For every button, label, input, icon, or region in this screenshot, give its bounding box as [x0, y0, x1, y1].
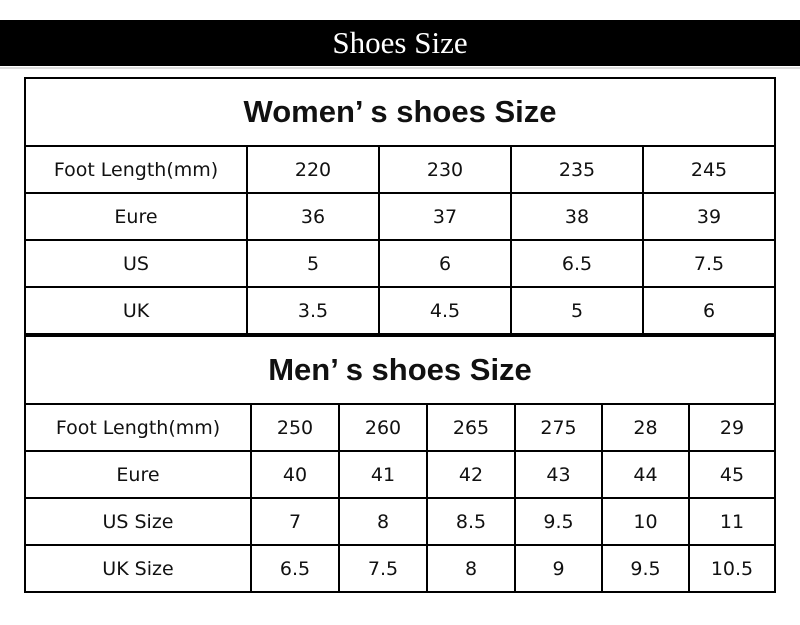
size-chart: Women’ s shoes Size Foot Length(mm) 220 23…	[24, 77, 776, 593]
table-cell: 6	[642, 286, 774, 335]
page-title: Shoes Size	[332, 25, 468, 60]
table-row: UK 3.5 4.5 5 6	[26, 286, 774, 335]
women-table-title: Women’ s shoes Size	[26, 79, 774, 147]
table-cell: 8.5	[426, 497, 516, 546]
table-cell: 8	[338, 497, 428, 546]
table-cell: 7.5	[642, 239, 774, 288]
table-cell: 245	[642, 145, 774, 194]
table-cell: 10.5	[688, 544, 774, 591]
table-row: Eure 40 41 42 43 44 45	[26, 450, 774, 499]
table-cell: 235	[510, 145, 644, 194]
men-table-title: Men’ s shoes Size	[26, 335, 774, 404]
table-cell: 7	[250, 497, 340, 546]
table-cell: 43	[514, 450, 603, 499]
table-cell: 5	[246, 239, 380, 288]
table-cell: 42	[426, 450, 516, 499]
table-cell: 11	[688, 497, 774, 546]
table-cell: 40	[250, 450, 340, 499]
table-cell: 6	[378, 239, 512, 288]
table-row: US 5 6 6.5 7.5	[26, 239, 774, 288]
row-label: Foot Length(mm)	[26, 403, 252, 452]
table-cell: 29	[688, 403, 774, 452]
row-label: US Size	[26, 497, 252, 546]
table-cell: 39	[642, 192, 774, 241]
table-cell: 6.5	[510, 239, 644, 288]
table-cell: 9.5	[514, 497, 603, 546]
row-label: UK Size	[26, 544, 252, 591]
women-size-table: Women’ s shoes Size Foot Length(mm) 220 23…	[26, 79, 774, 335]
row-label: Eure	[26, 450, 252, 499]
table-cell: 38	[510, 192, 644, 241]
table-row: US Size 7 8 8.5 9.5 10 11	[26, 497, 774, 546]
row-label: US	[26, 239, 248, 288]
page-title-banner: Shoes Size	[0, 20, 800, 66]
table-cell: 37	[378, 192, 512, 241]
table-cell: 3.5	[246, 286, 380, 335]
table-row: UK Size 6.5 7.5 8 9 9.5 10.5	[26, 544, 774, 591]
table-cell: 220	[246, 145, 380, 194]
table-cell: 275	[514, 403, 603, 452]
table-cell: 8	[426, 544, 516, 591]
table-cell: 41	[338, 450, 428, 499]
table-row: Foot Length(mm) 250 260 265 275 28 29	[26, 403, 774, 452]
table-cell: 7.5	[338, 544, 428, 591]
row-label: Eure	[26, 192, 248, 241]
table-cell: 6.5	[250, 544, 340, 591]
table-cell: 230	[378, 145, 512, 194]
row-label: UK	[26, 286, 248, 335]
men-size-table: Men’ s shoes Size Foot Length(mm) 250 260 2…	[26, 335, 774, 591]
row-label: Foot Length(mm)	[26, 145, 248, 194]
table-cell: 9	[514, 544, 603, 591]
table-cell: 9.5	[601, 544, 690, 591]
table-cell: 4.5	[378, 286, 512, 335]
table-cell: 250	[250, 403, 340, 452]
table-cell: 5	[510, 286, 644, 335]
table-row: Foot Length(mm) 220 230 235 245	[26, 145, 774, 194]
table-cell: 10	[601, 497, 690, 546]
table-cell: 265	[426, 403, 516, 452]
table-cell: 36	[246, 192, 380, 241]
table-cell: 44	[601, 450, 690, 499]
table-cell: 45	[688, 450, 774, 499]
table-cell: 28	[601, 403, 690, 452]
table-row: Eure 36 37 38 39	[26, 192, 774, 241]
divider	[0, 67, 800, 69]
table-cell: 260	[338, 403, 428, 452]
